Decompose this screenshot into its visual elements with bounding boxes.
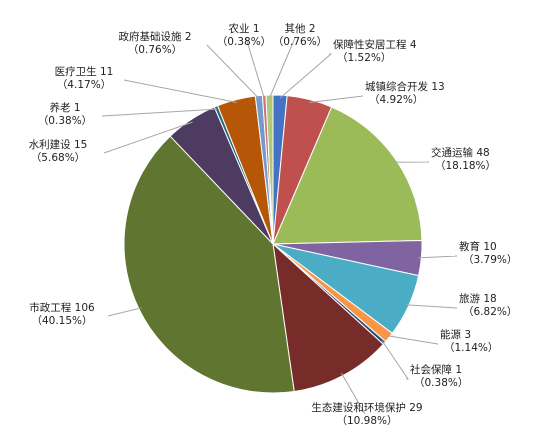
- leader-line-slice-8: [107, 307, 142, 317]
- pie-slice-8: [123, 135, 295, 394]
- slice-percent-slice-1: （4.92%）: [369, 94, 423, 106]
- slice-percent-slice-12: （0.76%）: [128, 44, 182, 56]
- slice-label-slice-12: 政府基础设施 2: [118, 30, 191, 43]
- slice-label-slice-1: 城镇综合开发 13: [365, 80, 445, 93]
- slice-label-slice-2: 交通运输 48: [431, 146, 490, 159]
- slice-percent-slice-6: （0.38%）: [414, 377, 468, 389]
- slice-percent-slice-14: （0.76%）: [273, 36, 327, 48]
- slice-percent-slice-8: （40.15%）: [31, 315, 92, 327]
- leader-line-slice-10: [101, 108, 218, 117]
- leader-line-slice-1: [309, 95, 364, 103]
- slice-label-slice-11: 医疗卫生 11: [55, 65, 114, 78]
- pie-slice-14: [265, 94, 274, 245]
- slice-percent-slice-0: （1.52%）: [337, 52, 391, 64]
- slice-label-slice-14: 其他 2: [284, 22, 315, 35]
- leader-line-slice-4: [405, 304, 458, 309]
- leader-line-slice-9: [103, 121, 193, 154]
- slice-label-slice-8: 市政工程 106: [29, 301, 95, 314]
- leader-line-slice-6: [381, 340, 409, 380]
- leader-line-slice-5: [386, 335, 439, 345]
- leader-line-slice-0: [279, 53, 333, 99]
- leader-line-slice-12: [206, 44, 260, 100]
- leader-line-slice-11: [123, 79, 237, 103]
- slice-percent-slice-9: （5.68%）: [31, 152, 85, 164]
- slice-percent-slice-3: （3.79%）: [463, 254, 517, 266]
- slice-labels: 保障性安居工程 4（1.52%）城镇综合开发 13（4.92%）交通运输 48（…: [29, 22, 518, 427]
- slice-percent-slice-13: （0.38%）: [217, 36, 271, 48]
- slice-percent-slice-10: （0.38%）: [38, 115, 92, 127]
- slice-percent-slice-5: （1.14%）: [444, 342, 498, 354]
- pie-slice-2: [272, 106, 423, 245]
- slice-label-slice-10: 养老 1: [49, 101, 80, 114]
- slice-label-slice-7: 生态建设和环境保护 29: [311, 401, 422, 414]
- leader-line-slice-13: [245, 37, 265, 99]
- slice-label-slice-13: 农业 1: [228, 22, 259, 35]
- leader-line-slice-3: [418, 255, 458, 259]
- leader-line-slice-7: [340, 372, 366, 415]
- leader-line-slice-14: [269, 37, 296, 99]
- slice-percent-slice-4: （6.82%）: [463, 306, 517, 318]
- slice-label-slice-3: 教育 10: [459, 240, 497, 253]
- slice-label-slice-0: 保障性安居工程 4: [333, 38, 417, 51]
- slice-label-slice-6: 社会保障 1: [410, 363, 462, 376]
- slice-percent-slice-2: （18.18%）: [435, 160, 496, 172]
- pie-slices: [123, 94, 423, 394]
- slice-label-slice-9: 水利建设 15: [29, 138, 88, 151]
- slice-percent-slice-7: （10.98%）: [336, 415, 397, 427]
- slice-percent-slice-11: （4.17%）: [57, 79, 111, 91]
- slice-label-slice-4: 旅游 18: [459, 292, 497, 305]
- slice-label-slice-5: 能源 3: [440, 328, 471, 341]
